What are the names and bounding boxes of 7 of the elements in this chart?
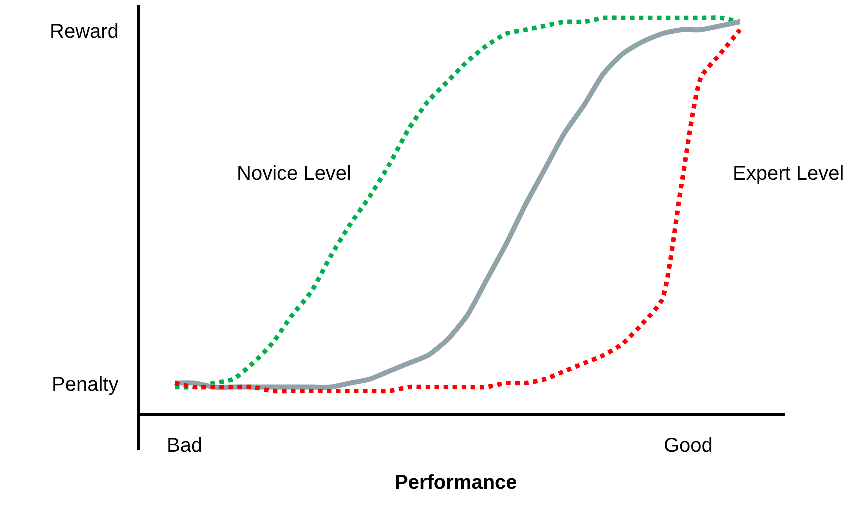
text: Reward (50, 21, 119, 43)
text: Bad (167, 435, 203, 457)
x-axis-title: Performance (395, 472, 518, 494)
text: Good (664, 435, 713, 457)
series-label: Novice Level (237, 163, 352, 185)
text: Expert Level (733, 163, 844, 185)
text: Penalty (52, 374, 119, 396)
